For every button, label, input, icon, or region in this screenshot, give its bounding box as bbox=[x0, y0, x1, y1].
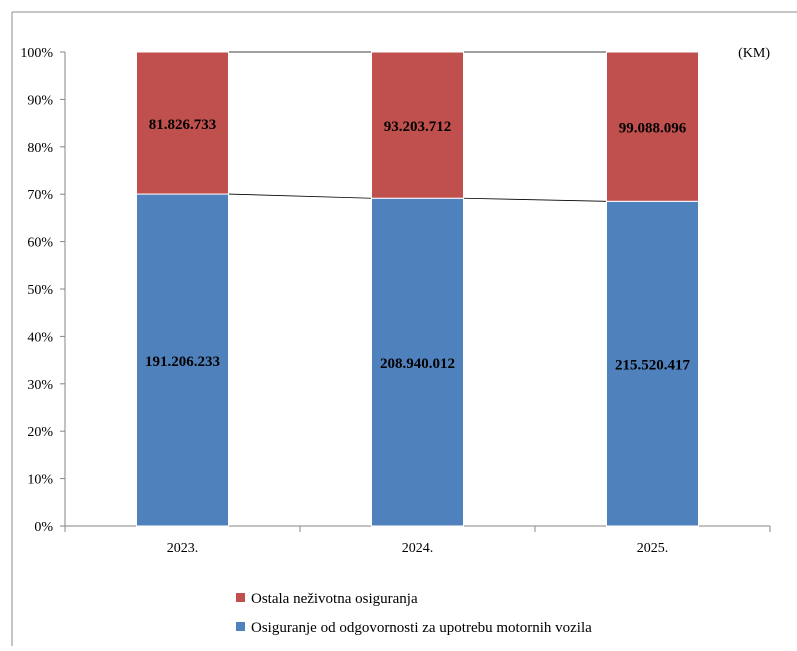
y-tick-label: 40% bbox=[27, 330, 53, 345]
series-connector-line bbox=[463, 197, 607, 202]
unit-label: (KM) bbox=[738, 46, 770, 61]
bar-segment bbox=[606, 200, 699, 527]
legend: Ostala neživotna osiguranja Osiguranje od… bbox=[236, 591, 592, 636]
x-tick-label: 2023. bbox=[167, 541, 199, 556]
data-label: 93.203.712 bbox=[384, 119, 452, 135]
y-tick-label: 80% bbox=[27, 141, 53, 156]
data-label: 99.088.096 bbox=[619, 121, 687, 137]
legend-label: Ostala neživotna osiguranja bbox=[251, 591, 418, 607]
data-label: 208.940.012 bbox=[380, 356, 455, 372]
y-tick-label: 10% bbox=[27, 473, 53, 488]
y-tick-label: 70% bbox=[27, 188, 53, 203]
y-tick-label: 20% bbox=[27, 425, 53, 440]
data-label: 81.826.733 bbox=[149, 117, 217, 133]
data-labels: 191.206.233 81.826.733 208.940.012 93.203.7… bbox=[145, 117, 691, 374]
legend-swatch bbox=[236, 593, 245, 602]
x-tick-label: 2025. bbox=[637, 541, 669, 556]
bar-segment bbox=[371, 197, 464, 527]
series-connector-line bbox=[228, 193, 372, 199]
legend-label: Osiguranje od odgovornosti za upotrebu m… bbox=[251, 620, 592, 636]
bar-segment bbox=[136, 193, 229, 527]
x-tick-label: 2024. bbox=[402, 541, 434, 556]
bar-segment bbox=[606, 51, 699, 202]
data-label: 215.520.417 bbox=[615, 358, 691, 374]
bar-segment bbox=[371, 51, 464, 199]
bar-segment bbox=[136, 51, 229, 195]
bars bbox=[136, 51, 699, 527]
data-label: 191.206.233 bbox=[145, 354, 220, 370]
y-tick-label: 30% bbox=[27, 378, 53, 393]
y-tick-label: 100% bbox=[20, 46, 53, 61]
legend-swatch bbox=[236, 622, 245, 631]
y-tick-label: 60% bbox=[27, 236, 53, 251]
x-axis: 2023. 2024. 2025. bbox=[64, 525, 771, 556]
y-axis: 0% 10% 20% 30% 40% 50% 60% 70% 80% 90% 100% bbox=[20, 46, 66, 535]
series-connector-lines bbox=[228, 51, 607, 202]
y-tick-label: 90% bbox=[27, 93, 53, 108]
y-tick-label: 50% bbox=[27, 283, 53, 298]
y-tick-label: 0% bbox=[34, 520, 53, 535]
